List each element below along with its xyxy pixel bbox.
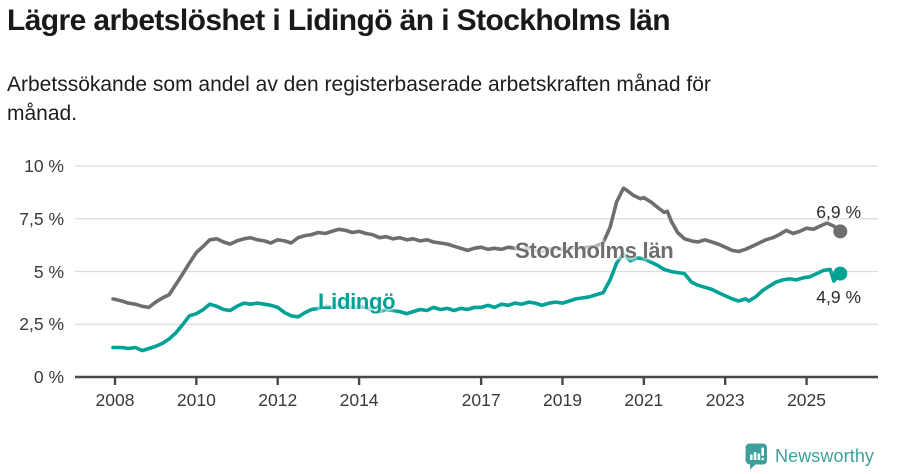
series-label: Lidingö: [318, 289, 396, 314]
x-tick-label: 2025: [787, 390, 827, 410]
x-tick-label: 2010: [176, 390, 216, 410]
y-tick-label: 5 %: [33, 261, 64, 282]
y-tick-label: 0 %: [33, 367, 64, 387]
chart-title: Lägre arbetslöshet i Lidingö än i Stockh…: [7, 4, 671, 37]
x-tick-label: 2017: [461, 390, 501, 410]
x-tick-label: 2019: [543, 390, 582, 410]
newsworthy-logo-icon: [745, 443, 767, 470]
chart-subtitle: Arbetssökande som andel av den registerb…: [7, 73, 711, 125]
y-tick-label: 10 %: [24, 156, 64, 176]
newsworthy-brand-text: Newsworthy: [775, 446, 875, 466]
x-tick-label: 2014: [339, 390, 379, 410]
x-tick-label: 2023: [705, 390, 745, 410]
end-value-label: 6,9 %: [816, 202, 861, 222]
y-tick-label: 2,5 %: [19, 314, 64, 335]
end-value-label: 4,9 %: [816, 287, 861, 307]
y-tick-label: 7,5 %: [19, 208, 64, 229]
x-tick-label: 2008: [95, 390, 135, 410]
newsworthy-logo: Newsworthy: [745, 443, 874, 470]
x-tick-label: 2012: [258, 390, 298, 410]
series-label: Stockholms län: [515, 238, 674, 263]
x-tick-label: 2021: [624, 390, 664, 410]
